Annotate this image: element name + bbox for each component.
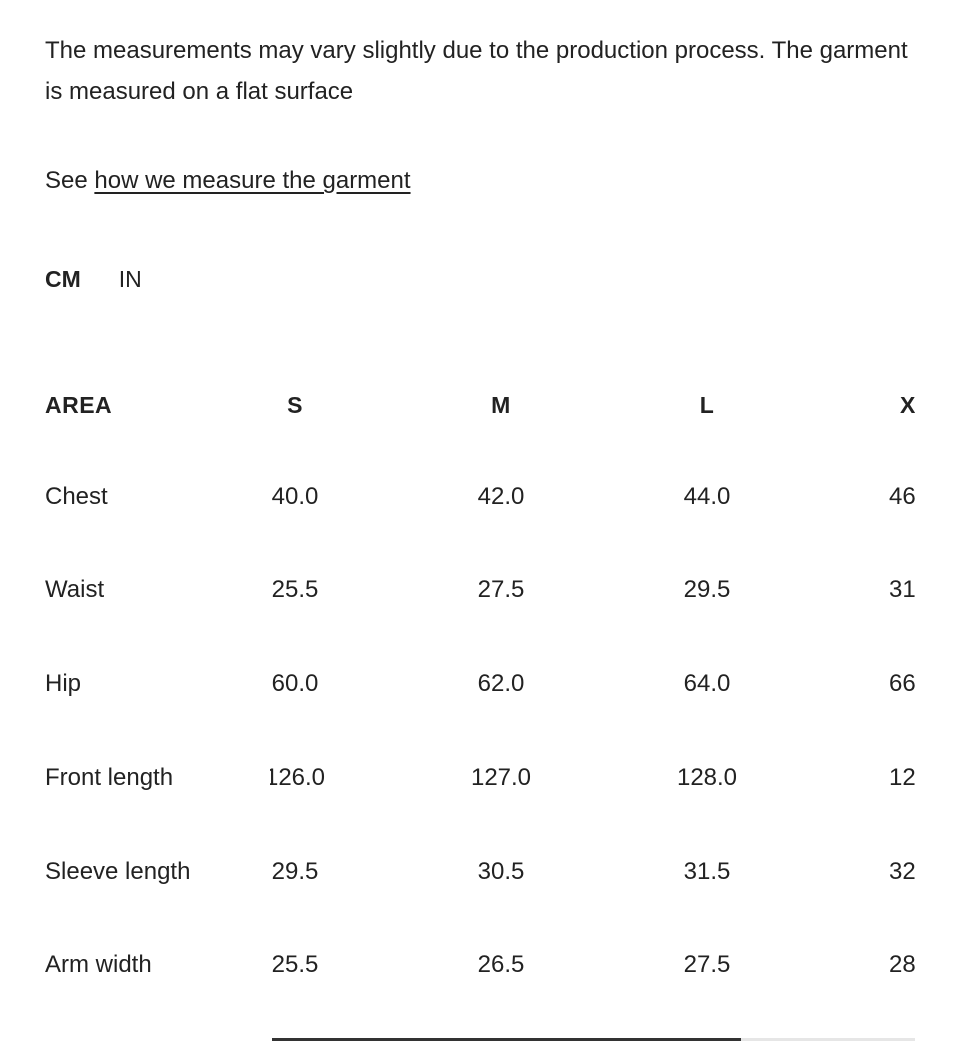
- table-cell: 26.5: [477, 951, 525, 978]
- table-cell: 62.0: [477, 670, 525, 697]
- table-cell: 129: [889, 764, 915, 791]
- size-header: S: [287, 392, 303, 418]
- table-cell: 29.5: [271, 858, 319, 885]
- area-label: Arm width: [45, 951, 152, 978]
- table-cell: 128.0: [676, 764, 738, 791]
- table-cell: 31.5: [683, 858, 731, 885]
- size-table-scroll-area[interactable]: S M L X 40.0 42.0 44.0 46 25.5 27.5 29.5 31 60.0 62.0…: [270, 0, 915, 1052]
- table-cell: 27.5: [477, 576, 525, 603]
- area-header: AREA: [45, 392, 113, 418]
- table-cell: 25.5: [271, 951, 319, 978]
- table-cell: 126.0: [270, 764, 326, 791]
- see-prefix: See: [45, 167, 95, 194]
- area-label: Sleeve length: [45, 858, 191, 885]
- how-we-measure-link[interactable]: how we measure the garment: [94, 167, 411, 194]
- table-scrollbar[interactable]: [272, 1038, 915, 1041]
- table-cell: 28: [889, 951, 915, 978]
- table-cell: 25.5: [271, 576, 319, 603]
- size-header: X: [900, 392, 915, 418]
- area-label: Waist: [45, 576, 105, 603]
- measurement-note: The measurements may vary slightly due t…: [45, 37, 908, 105]
- table-cell: 60.0: [271, 670, 319, 697]
- size-header: L: [699, 392, 715, 418]
- unit-toggle: CM IN: [45, 266, 180, 293]
- table-cell: 46: [889, 483, 915, 510]
- table-cell: 64.0: [683, 670, 731, 697]
- table-cell: 127.0: [470, 764, 532, 791]
- table-cell: 30.5: [477, 858, 525, 885]
- table-cell: 66: [889, 670, 915, 697]
- unit-in-button[interactable]: IN: [118, 266, 142, 292]
- table-cell: 32: [889, 858, 915, 885]
- area-label: Front length: [45, 764, 174, 791]
- table-cell: 31: [889, 576, 915, 603]
- area-label: Hip: [45, 670, 82, 697]
- area-label: Chest: [45, 483, 108, 510]
- size-header: M: [491, 392, 511, 418]
- table-cell: 42.0: [477, 483, 525, 510]
- table-cell: 27.5: [683, 951, 731, 978]
- scrollbar-thumb[interactable]: [272, 1038, 742, 1041]
- table-cell: 44.0: [683, 483, 731, 510]
- table-cell: 29.5: [683, 576, 731, 603]
- table-cell: 40.0: [271, 483, 319, 510]
- measure-guide-line: See how we measure the garment: [45, 160, 411, 201]
- unit-cm-button[interactable]: CM: [45, 266, 81, 292]
